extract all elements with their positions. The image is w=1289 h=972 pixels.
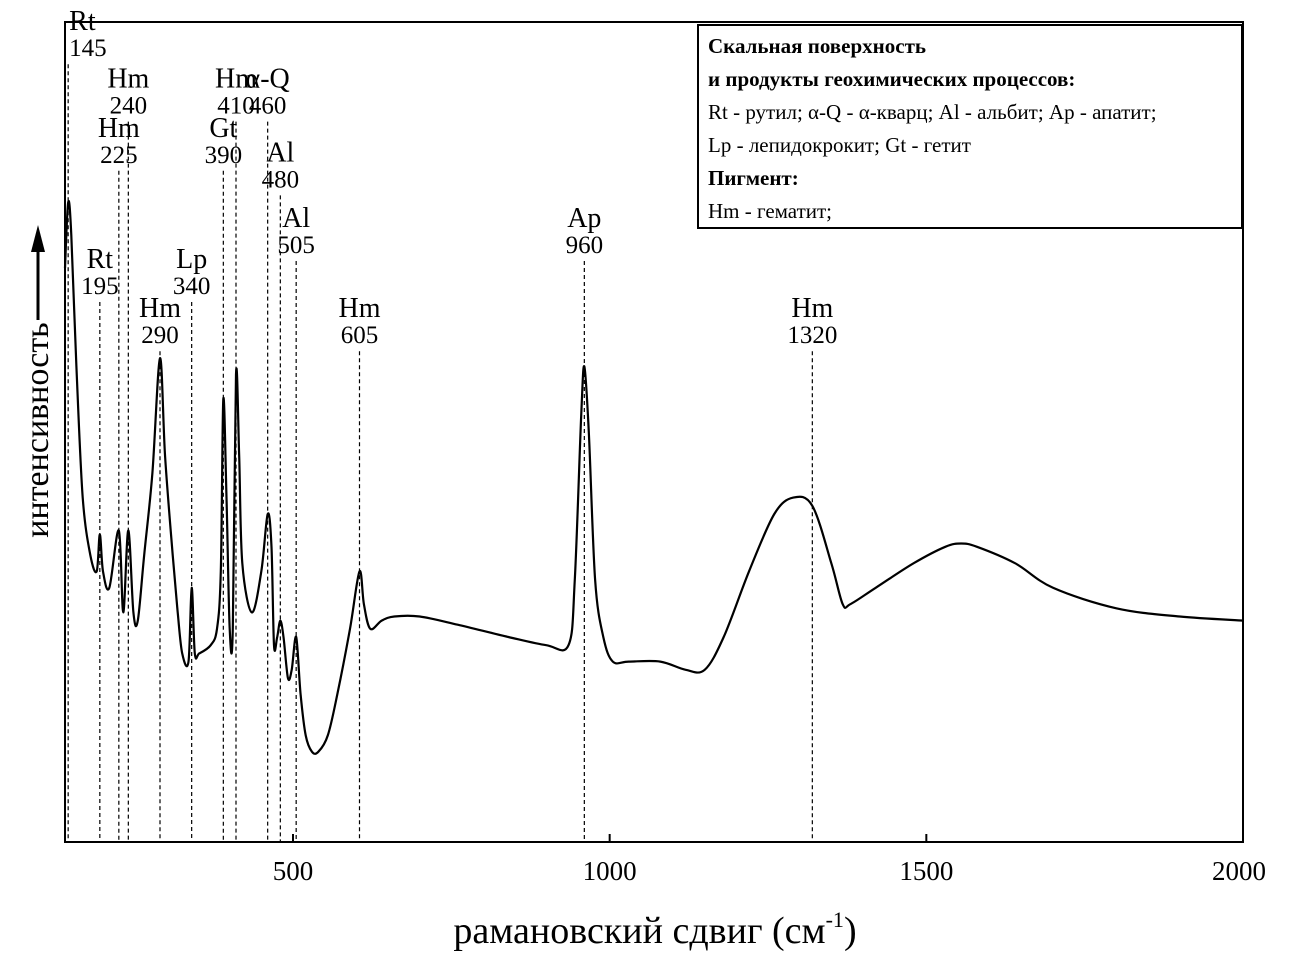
x-tick-label: 1000 — [583, 856, 637, 886]
y-axis-title: интенсивность — [19, 225, 56, 538]
x-axis-label: рамановский сдвиг (см-1) — [453, 907, 856, 952]
peak-mineral-label: Hm — [139, 293, 181, 324]
peak-shift-label: 480 — [262, 166, 300, 193]
legend-line4: Lp - лепидокрокит; Gt - гетит — [708, 133, 971, 157]
legend-line3: Rt - рутил; α-Q - α-кварц; Al - альбит; … — [708, 100, 1157, 124]
peak-mineral-label: Hm — [791, 293, 833, 324]
x-tick-label: 2000 — [1212, 856, 1266, 886]
peak-shift-label: 340 — [173, 273, 211, 300]
peak-mineral-label: Gt — [209, 113, 237, 144]
y-axis-label: интенсивность — [19, 322, 56, 537]
peak-shift-label: 410 — [217, 93, 255, 120]
spectrum-line — [63, 200, 1244, 755]
peak-mineral-label: Rt — [87, 244, 114, 275]
peak-shift-label: 605 — [341, 322, 379, 349]
peak-shift-label: 240 — [110, 93, 148, 120]
peak-shift-label: 960 — [566, 232, 604, 259]
x-tick-label: 500 — [273, 856, 314, 886]
peak-mineral-label: Hm — [98, 113, 140, 144]
peak-shift-label: 505 — [277, 232, 315, 259]
legend-title-line2: и продукты геохимических процессов: — [708, 67, 1076, 91]
x-axis-label-superscript: -1 — [826, 907, 844, 932]
x-axis-label-text: рамановский сдвиг (см — [453, 910, 825, 952]
plot-frame — [64, 21, 1244, 843]
peak-mineral-label: Rt — [69, 6, 96, 37]
legend-title-line1: Скальная поверхность — [708, 34, 926, 58]
y-axis-arrow-head — [31, 225, 45, 252]
peak-mineral-label: Al — [282, 203, 310, 234]
peak-mineral-label: Hm — [107, 64, 149, 95]
peak-shift-label: 290 — [141, 322, 179, 349]
peak-mineral-label: Lp — [176, 244, 207, 275]
peak-shift-label: 390 — [205, 142, 243, 169]
peak-shift-label: 195 — [81, 273, 119, 300]
peak-mineral-label: Hm — [215, 64, 257, 95]
legend-line6: Hm - гематит; — [708, 199, 833, 223]
peak-shift-label: 145 — [69, 35, 107, 62]
peak-shift-label: 1320 — [787, 322, 837, 349]
legend-box: Скальная поверхность и продукты геохимич… — [697, 24, 1243, 229]
peak-shift-label: 225 — [100, 142, 138, 169]
peak-mineral-label: Hm — [339, 293, 381, 324]
peak-mineral-label: α-Q — [246, 64, 290, 95]
legend-pigment-title: Пигмент: — [708, 166, 799, 190]
x-tick-label: 1500 — [899, 856, 953, 886]
peak-mineral-label: Ap — [567, 203, 601, 234]
peak-shift-label: 460 — [249, 93, 287, 120]
x-axis-label-close: ) — [844, 910, 857, 952]
peak-mineral-label: Al — [266, 137, 294, 168]
